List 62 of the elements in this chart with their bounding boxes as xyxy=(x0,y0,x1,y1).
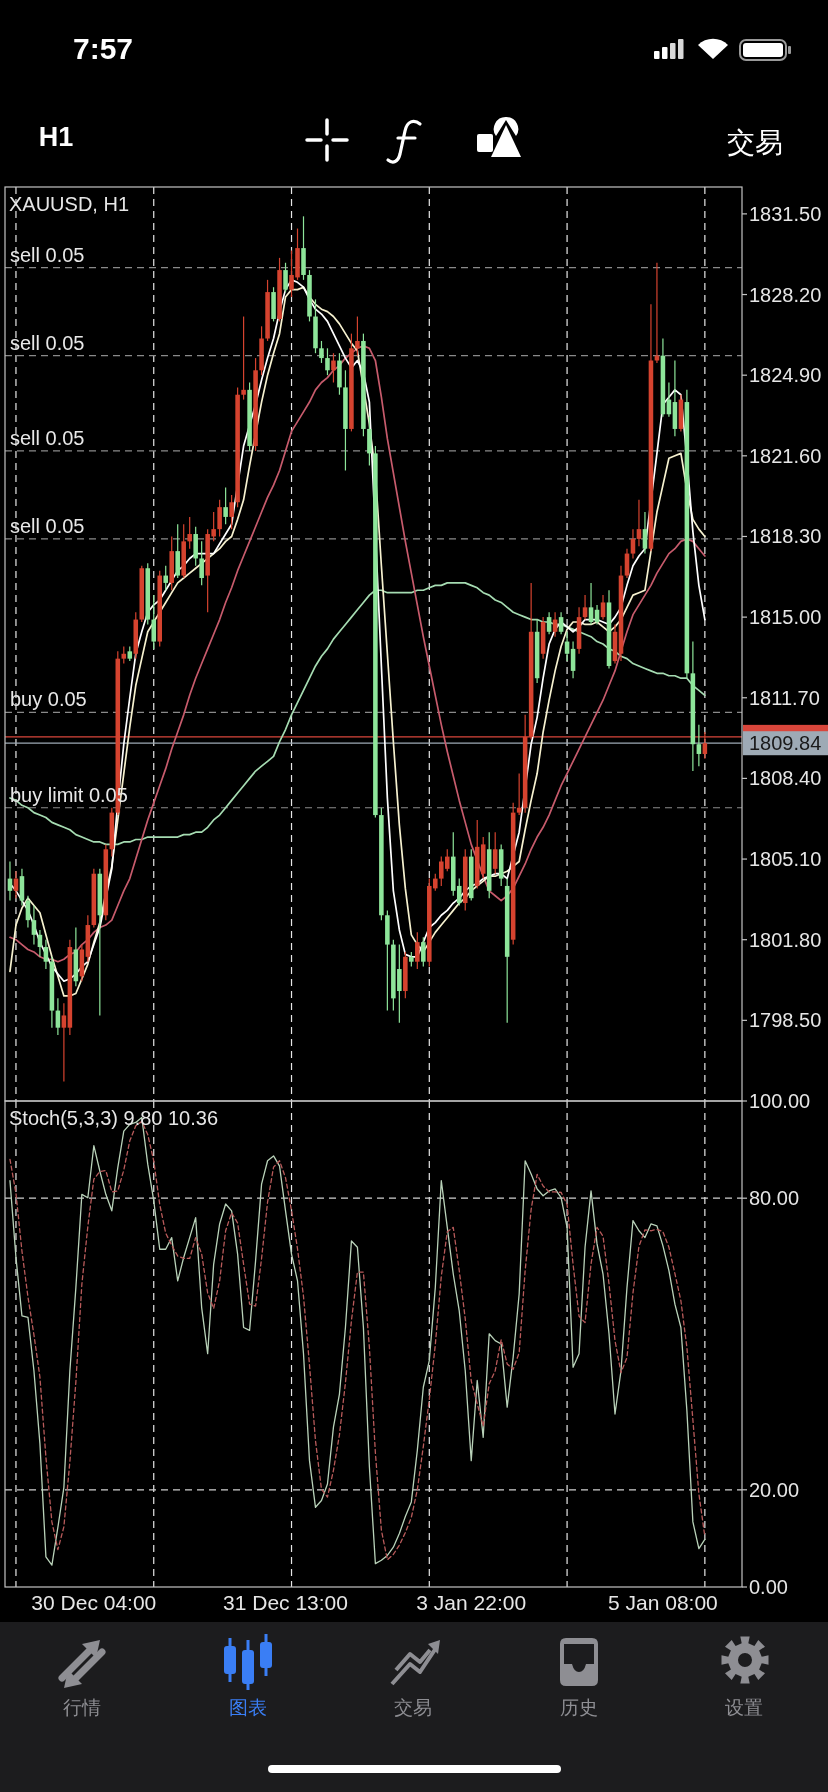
y-tick-label: 1824.90 xyxy=(749,364,822,387)
candlestick xyxy=(421,936,426,968)
candlestick xyxy=(223,486,228,525)
candlestick xyxy=(199,540,204,586)
candlestick xyxy=(283,262,288,293)
y-tick-label: 1828.20 xyxy=(749,283,822,306)
ref-line-label: sell 0.05 xyxy=(10,243,85,266)
ref-line-label: buy 0.05 xyxy=(10,688,87,711)
candlestick xyxy=(546,611,552,635)
candlestick xyxy=(355,315,360,357)
y-tick-label: 80.00 xyxy=(749,1187,800,1210)
candlestick xyxy=(151,594,157,650)
y-tick-label: 1808.40 xyxy=(749,767,822,790)
candlestick xyxy=(61,1002,67,1083)
candlestick xyxy=(642,511,648,555)
candlestick xyxy=(187,516,192,550)
y-tick-label: 1811.70 xyxy=(749,686,820,709)
y-tick-label: 1818.30 xyxy=(749,525,822,548)
ref-line-label: sell 0.05 xyxy=(10,331,85,354)
candlestick xyxy=(516,772,522,816)
y-tick-label: 1805.10 xyxy=(749,848,822,871)
candlestick xyxy=(217,499,222,538)
candlestick xyxy=(229,494,234,530)
ref-line-label: 1809.84 xyxy=(749,732,822,755)
y-tick-label: 1815.00 xyxy=(749,606,822,629)
line-series xyxy=(9,582,706,846)
y-tick-label: 0.00 xyxy=(749,1576,788,1598)
y-tick-label: 1798.50 xyxy=(749,1009,822,1032)
x-tick-label: 31 Dec 13:00 xyxy=(223,1591,348,1614)
candlestick xyxy=(588,582,594,626)
y-tick-label: 1831.50 xyxy=(749,202,822,225)
text: 交易 xyxy=(727,127,783,158)
candlestick xyxy=(43,939,49,970)
candlestick xyxy=(654,262,660,364)
x-tick-label: 3 Jan 22:00 xyxy=(416,1591,527,1614)
text: 行情 xyxy=(63,1697,101,1718)
text: 历史 xyxy=(559,1697,598,1718)
text: 设置 xyxy=(725,1697,764,1718)
text: 图表 xyxy=(228,1697,267,1718)
x-tick-label: 5 Jan 08:00 xyxy=(608,1591,718,1614)
candlestick xyxy=(319,340,324,364)
ref-line-label: sell 0.05 xyxy=(10,426,85,449)
candlestick xyxy=(163,565,168,591)
x-tick-label: 30 Dec 04:00 xyxy=(31,1591,157,1614)
text: 交易 xyxy=(394,1697,433,1718)
y-tick-label: 100.00 xyxy=(749,1090,811,1112)
chart-title: XAUUSD, H1 xyxy=(9,193,130,215)
text: 7:57 xyxy=(72,32,134,65)
candlestick xyxy=(331,352,336,384)
y-tick-label: 20.00 xyxy=(749,1478,800,1501)
candlestick xyxy=(415,931,420,970)
candlestick xyxy=(241,315,246,401)
candlestick xyxy=(492,831,498,875)
y-tick-label: 1801.80 xyxy=(749,928,822,951)
y-tick-label: 1821.60 xyxy=(749,444,822,467)
candlestick xyxy=(558,611,564,635)
candlestick xyxy=(31,904,37,946)
text: H1 xyxy=(38,122,74,152)
ref-line-label: sell 0.05 xyxy=(10,514,85,537)
candlestick xyxy=(630,528,636,560)
candlestick xyxy=(600,594,606,621)
candlestick xyxy=(325,347,330,376)
